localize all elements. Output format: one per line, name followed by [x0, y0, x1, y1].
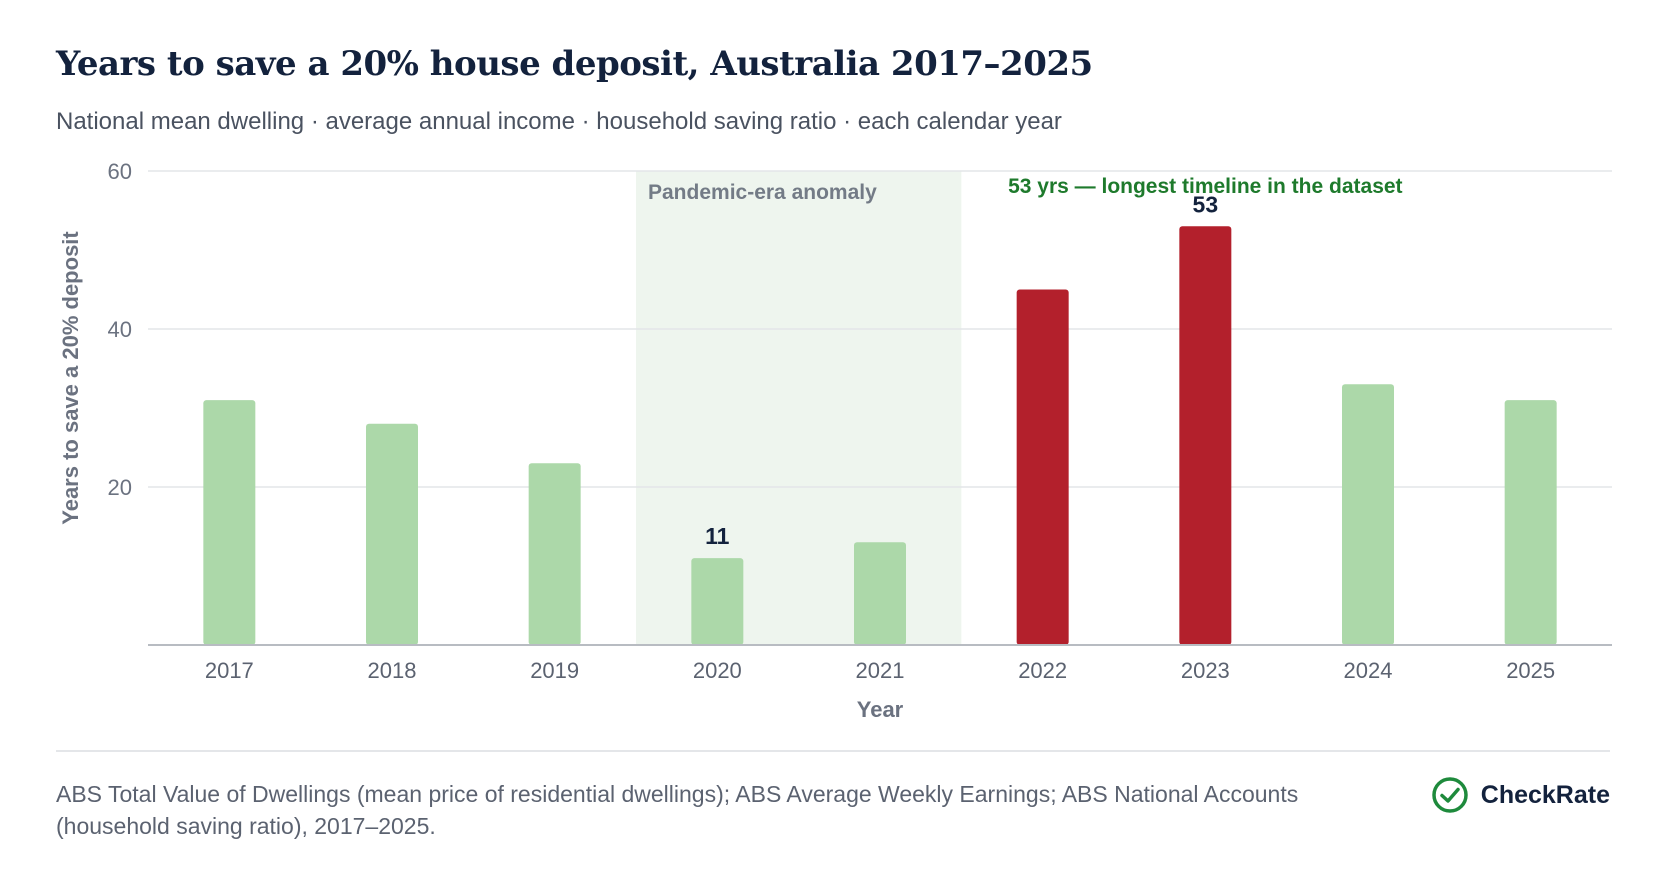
bar-2017 — [203, 400, 256, 645]
footer-divider — [56, 750, 1610, 752]
brand-name: CheckRate — [1480, 780, 1610, 809]
x-tick-label: 2020 — [693, 658, 742, 683]
check-circle-icon — [1432, 777, 1468, 813]
y-tick-label: 20 — [108, 475, 132, 500]
bar-2021 — [854, 542, 906, 645]
bar-2025 — [1504, 400, 1557, 645]
x-tick-label: 2019 — [530, 658, 579, 683]
bar-2023 — [1179, 226, 1232, 646]
x-axis-title: Year — [857, 697, 904, 722]
annotation-text: 53 yrs — longest timeline in the dataset — [1008, 175, 1402, 198]
x-tick-label: 2025 — [1506, 658, 1555, 683]
chart-title: Years to save a 20% house deposit, Austr… — [56, 44, 1093, 84]
bar-2018 — [366, 423, 418, 645]
bar-2022 — [1016, 289, 1069, 645]
x-tick-label: 2023 — [1181, 658, 1230, 683]
x-tick-label: 2018 — [368, 658, 417, 683]
data-label: 11 — [705, 523, 730, 549]
chart-subtitle: National mean dwelling · average annual … — [56, 108, 1062, 135]
bar-2020 — [691, 558, 744, 645]
x-tick-label: 2021 — [856, 658, 905, 683]
x-tick-label: 2022 — [1018, 658, 1067, 683]
shaded-region-label: Pandemic-era anomaly — [648, 181, 877, 204]
y-tick-label: 60 — [108, 159, 132, 184]
bar-2024 — [1342, 384, 1394, 645]
x-tick-label: 2024 — [1344, 658, 1393, 683]
shaded-region — [636, 171, 962, 645]
x-tick-label: 2017 — [205, 658, 254, 683]
bar-2019 — [528, 463, 581, 645]
y-axis-title: Years to save a 20% deposit — [58, 231, 83, 525]
bar-chart: Pandemic-era anomaly 20 40 60 2017 2018 2019 20… — [58, 159, 1612, 722]
brand-logo: CheckRate — [1431, 776, 1610, 814]
y-tick-label: 40 — [108, 317, 132, 342]
source-note: ABS Total Value of Dwellings (mean price… — [56, 781, 1299, 839]
data-label: 53 — [1193, 191, 1219, 217]
